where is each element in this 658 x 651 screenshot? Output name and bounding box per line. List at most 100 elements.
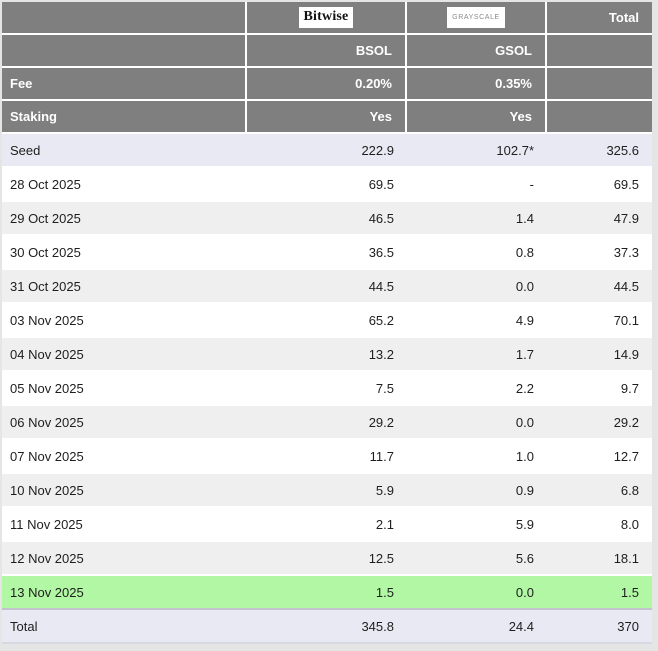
gsol-ticker: GSOL <box>407 35 547 68</box>
fee-label: Fee <box>2 68 247 101</box>
bsol-value-cell: 5.9 <box>247 474 407 508</box>
total-row: Total 345.8 24.4 370 <box>2 610 652 644</box>
bsol-value-cell: 36.5 <box>247 236 407 270</box>
bsol-value-cell: 46.5 <box>247 202 407 236</box>
fee-bsol: 0.20% <box>247 68 407 101</box>
gsol-value-cell: 24.4 <box>407 610 547 644</box>
bsol-value-cell: 2.1 <box>247 508 407 542</box>
total-value-cell: 6.8 <box>547 474 652 508</box>
bitwise-logo-cell: Bitwise <box>247 2 407 35</box>
date-cell: 13 Nov 2025 <box>2 576 247 610</box>
issuer-logo-row: Bitwise GRAYSCALE Total <box>2 2 652 35</box>
date-cell: 29 Oct 2025 <box>2 202 247 236</box>
fee-row: Fee 0.20% 0.35% <box>2 68 652 101</box>
staking-gsol: Yes <box>407 101 547 134</box>
total-value-cell: 325.6 <box>547 134 652 168</box>
gsol-value-cell: 1.0 <box>407 440 547 474</box>
table-row: 06 Nov 2025 29.2 0.0 29.2 <box>2 406 652 440</box>
bsol-value-cell: 29.2 <box>247 406 407 440</box>
date-cell: 10 Nov 2025 <box>2 474 247 508</box>
table-row: 10 Nov 2025 5.9 0.9 6.8 <box>2 474 652 508</box>
table-row: 29 Oct 2025 46.5 1.4 47.9 <box>2 202 652 236</box>
gsol-value-cell: 0.9 <box>407 474 547 508</box>
gsol-value-cell: 0.0 <box>407 576 547 610</box>
date-cell: 05 Nov 2025 <box>2 372 247 406</box>
empty-header-cell <box>547 35 652 68</box>
bsol-ticker: BSOL <box>247 35 407 68</box>
date-cell: 03 Nov 2025 <box>2 304 247 338</box>
gsol-value-cell: 5.9 <box>407 508 547 542</box>
total-value-cell: 18.1 <box>547 542 652 576</box>
grayscale-logo: GRAYSCALE <box>447 7 505 28</box>
gsol-value-cell: 2.2 <box>407 372 547 406</box>
total-value-cell: 37.3 <box>547 236 652 270</box>
bsol-value-cell: 13.2 <box>247 338 407 372</box>
date-cell: 06 Nov 2025 <box>2 406 247 440</box>
total-value-cell: 70.1 <box>547 304 652 338</box>
total-value-cell: 69.5 <box>547 168 652 202</box>
gsol-value-cell: 5.6 <box>407 542 547 576</box>
empty-header-cell <box>547 68 652 101</box>
total-value-cell: 9.7 <box>547 372 652 406</box>
total-value-cell: 370 <box>547 610 652 644</box>
table-row: 28 Oct 2025 69.5-69.5 <box>2 168 652 202</box>
date-cell: Seed <box>2 134 247 168</box>
bsol-value-cell: 1.5 <box>247 576 407 610</box>
table-row: Seed 222.9 102.7* 325.6 <box>2 134 652 168</box>
total-value-cell: 44.5 <box>547 270 652 304</box>
bsol-value-cell: 222.9 <box>247 134 407 168</box>
table-row: 30 Oct 2025 36.5 0.8 37.3 <box>2 236 652 270</box>
date-cell: 07 Nov 2025 <box>2 440 247 474</box>
flows-body: Seed 222.9 102.7* 325.6 28 Oct 2025 69.5-69.5… <box>2 134 652 644</box>
table-row: 03 Nov 2025 65.2 4.9 70.1 <box>2 304 652 338</box>
date-cell: 04 Nov 2025 <box>2 338 247 372</box>
bsol-value-cell: 11.7 <box>247 440 407 474</box>
ticker-row: BSOL GSOL <box>2 35 652 68</box>
table-row: 11 Nov 2025 2.1 5.9 8.0 <box>2 508 652 542</box>
bsol-value-cell: 44.5 <box>247 270 407 304</box>
date-cell: 31 Oct 2025 <box>2 270 247 304</box>
total-column-header: Total <box>547 2 652 35</box>
bsol-value-cell: 7.5 <box>247 372 407 406</box>
gsol-value-cell: 1.4 <box>407 202 547 236</box>
empty-header-cell <box>547 101 652 134</box>
staking-label: Staking <box>2 101 247 134</box>
empty-header-cell <box>2 2 247 35</box>
table-row: 04 Nov 2025 13.2 1.7 14.9 <box>2 338 652 372</box>
staking-row: Staking Yes Yes <box>2 101 652 134</box>
table-header: Bitwise GRAYSCALE Total BSOL GSOL Fee 0.… <box>2 2 652 134</box>
table-row: 07 Nov 2025 11.7 1.0 12.7 <box>2 440 652 474</box>
etf-flows-table: Bitwise GRAYSCALE Total BSOL GSOL Fee 0.… <box>2 2 652 644</box>
date-cell: 11 Nov 2025 <box>2 508 247 542</box>
date-cell: 28 Oct 2025 <box>2 168 247 202</box>
bitwise-logo: Bitwise <box>298 7 354 28</box>
total-value-cell: 47.9 <box>547 202 652 236</box>
total-value-cell: 29.2 <box>547 406 652 440</box>
staking-bsol: Yes <box>247 101 407 134</box>
gsol-value-cell: 0.8 <box>407 236 547 270</box>
empty-header-cell <box>2 35 247 68</box>
table-row: 13 Nov 2025 1.5 0.0 1.5 <box>2 576 652 610</box>
fee-gsol: 0.35% <box>407 68 547 101</box>
bsol-value-cell: 65.2 <box>247 304 407 338</box>
gsol-value-cell: 1.7 <box>407 338 547 372</box>
total-value-cell: 8.0 <box>547 508 652 542</box>
date-cell: Total <box>2 610 247 644</box>
total-value-cell: 12.7 <box>547 440 652 474</box>
table-row: 12 Nov 2025 12.5 5.6 18.1 <box>2 542 652 576</box>
gsol-value-cell: 102.7* <box>407 134 547 168</box>
total-value-cell: 14.9 <box>547 338 652 372</box>
gsol-value-cell: 4.9 <box>407 304 547 338</box>
bsol-value-cell: 69.5 <box>247 168 407 202</box>
gsol-value-cell: - <box>407 168 547 202</box>
grayscale-logo-cell: GRAYSCALE <box>407 2 547 35</box>
gsol-value-cell: 0.0 <box>407 406 547 440</box>
bsol-value-cell: 12.5 <box>247 542 407 576</box>
gsol-value-cell: 0.0 <box>407 270 547 304</box>
date-cell: 12 Nov 2025 <box>2 542 247 576</box>
total-value-cell: 1.5 <box>547 576 652 610</box>
table-row: 31 Oct 2025 44.5 0.0 44.5 <box>2 270 652 304</box>
date-cell: 30 Oct 2025 <box>2 236 247 270</box>
table-row: 05 Nov 2025 7.5 2.2 9.7 <box>2 372 652 406</box>
